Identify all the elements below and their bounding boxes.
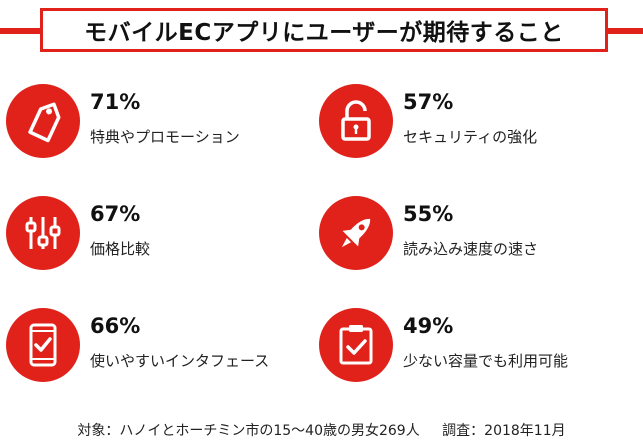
footer-survey-date: 調査：2018年11月 [442, 423, 566, 439]
stat-label: 少ない容量でも利用可能 [403, 352, 569, 370]
clipboard-check-icon [319, 308, 393, 382]
stat-label: 読み込み速度の速さ [403, 240, 539, 258]
stat-label: 特典やプロモーション [90, 128, 240, 146]
stat-percent: 49% [403, 314, 454, 338]
sliders-icon [6, 196, 80, 270]
page-title: モバイルECアプリにユーザーが期待すること [84, 20, 564, 46]
stat-card-price-comparison: 67% 価格比較 [6, 196, 306, 276]
stat-card-low-storage: 49% 少ない容量でも利用可能 [319, 308, 619, 388]
stat-percent: 55% [403, 202, 454, 226]
price-tag-icon [6, 84, 80, 158]
stat-card-promotions: 71% 特典やプロモーション [6, 84, 306, 164]
stat-label: 価格比較 [90, 240, 151, 258]
padlock-icon [319, 84, 393, 158]
stat-card-security: 57% セキュリティの強化 [319, 84, 619, 164]
stat-percent: 57% [403, 90, 454, 114]
stat-label: セキュリティの強化 [403, 128, 538, 146]
rocket-icon [319, 196, 393, 270]
stat-percent: 66% [90, 314, 141, 338]
stat-card-load-speed: 55% 読み込み速度の速さ [319, 196, 619, 276]
header: モバイルECアプリにユーザーが期待すること [0, 0, 643, 60]
header-title-box: モバイルECアプリにユーザーが期待すること [40, 8, 608, 52]
stat-percent: 67% [90, 202, 141, 226]
stat-card-ease-of-use: 66% 使いやすいインタフェース [6, 308, 306, 388]
stat-label: 使いやすいインタフェース [90, 352, 270, 370]
smartphone-check-icon [6, 308, 80, 382]
stat-percent: 71% [90, 90, 141, 114]
footer-note: 対象：ハノイとホーチミン市の15～40歳の男女269人 調査：2018年11月 [0, 420, 643, 440]
footer-subject: 対象：ハノイとホーチミン市の15～40歳の男女269人 [77, 423, 420, 439]
